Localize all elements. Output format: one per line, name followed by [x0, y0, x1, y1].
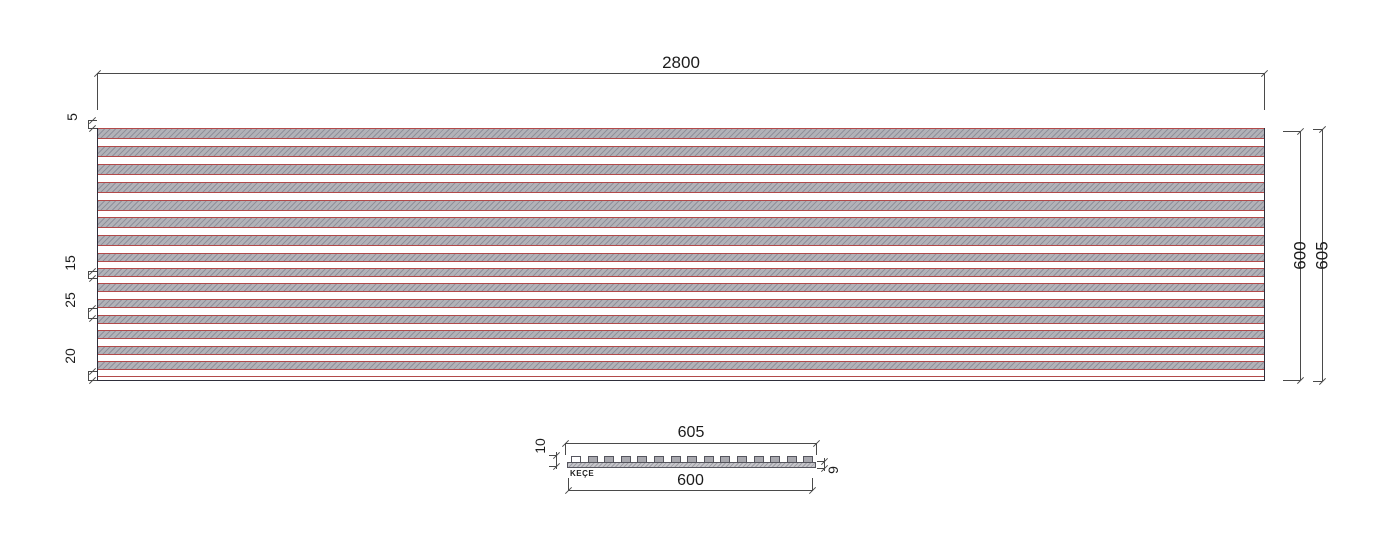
dim-extension-left	[565, 443, 566, 455]
slat-stripe	[98, 146, 1264, 157]
dim-tick-bottom	[1313, 381, 1322, 382]
dim-extension-left	[97, 73, 98, 110]
slat-stripe	[98, 283, 1264, 292]
dim-tick-bottom	[817, 468, 825, 469]
dim-tick-top	[817, 461, 825, 462]
slat-stripe	[98, 315, 1264, 324]
dim-tick-bottom	[1283, 380, 1300, 381]
dim-line	[1300, 131, 1301, 380]
dim-label-9: 9	[824, 466, 841, 474]
dim-tick	[1318, 377, 1327, 386]
dim-line	[88, 371, 89, 380]
dim-extension-right	[816, 443, 817, 455]
dim-line	[97, 73, 1265, 74]
slat-stripe	[98, 330, 1264, 339]
dim-tick-top	[1283, 131, 1300, 132]
slat-stripe	[98, 128, 1264, 139]
felt-edge-line	[98, 376, 1264, 377]
dim-line	[1322, 129, 1323, 381]
dim-line	[88, 271, 89, 278]
dim-line	[565, 443, 817, 444]
slat-stripe	[98, 200, 1264, 211]
dim-tick-bottom	[549, 466, 557, 467]
panel-front-view	[97, 128, 1265, 381]
slat-stripe	[98, 361, 1264, 370]
slat-stripe	[98, 164, 1264, 175]
dim-label-15: 15	[61, 255, 78, 271]
dim-tick-top	[1313, 129, 1322, 130]
dim-line	[824, 458, 825, 471]
slat-stripe	[98, 182, 1264, 193]
dim-extension-right	[1264, 73, 1265, 110]
dim-label-600: 600	[1290, 240, 1310, 270]
slat-stripe	[98, 217, 1264, 228]
dim-label-section-600: 600	[677, 471, 704, 489]
dim-label-10: 10	[531, 438, 548, 454]
dim-extension-left	[568, 478, 569, 490]
dim-label-5: 5	[63, 113, 80, 121]
dim-line	[568, 490, 813, 491]
dim-label-section-605: 605	[677, 423, 705, 441]
dim-label-20: 20	[61, 348, 78, 364]
dim-tick-top	[549, 455, 557, 456]
slat-stripe	[98, 235, 1264, 246]
slat-stripe	[98, 253, 1264, 262]
slat-stripe	[98, 346, 1264, 355]
dim-line	[88, 308, 89, 318]
dim-extension-right	[812, 478, 813, 490]
dim-line	[88, 120, 89, 128]
section-base-board	[567, 462, 816, 468]
dim-tick	[1296, 376, 1305, 385]
slat-stripe	[98, 268, 1264, 277]
dim-label-25: 25	[61, 292, 78, 308]
dim-label-605: 605	[1312, 240, 1332, 270]
dim-label-2800: 2800	[662, 52, 700, 72]
felt-label: KEÇE	[570, 469, 595, 478]
dim-line	[556, 452, 557, 469]
slat-stripe	[98, 299, 1264, 308]
